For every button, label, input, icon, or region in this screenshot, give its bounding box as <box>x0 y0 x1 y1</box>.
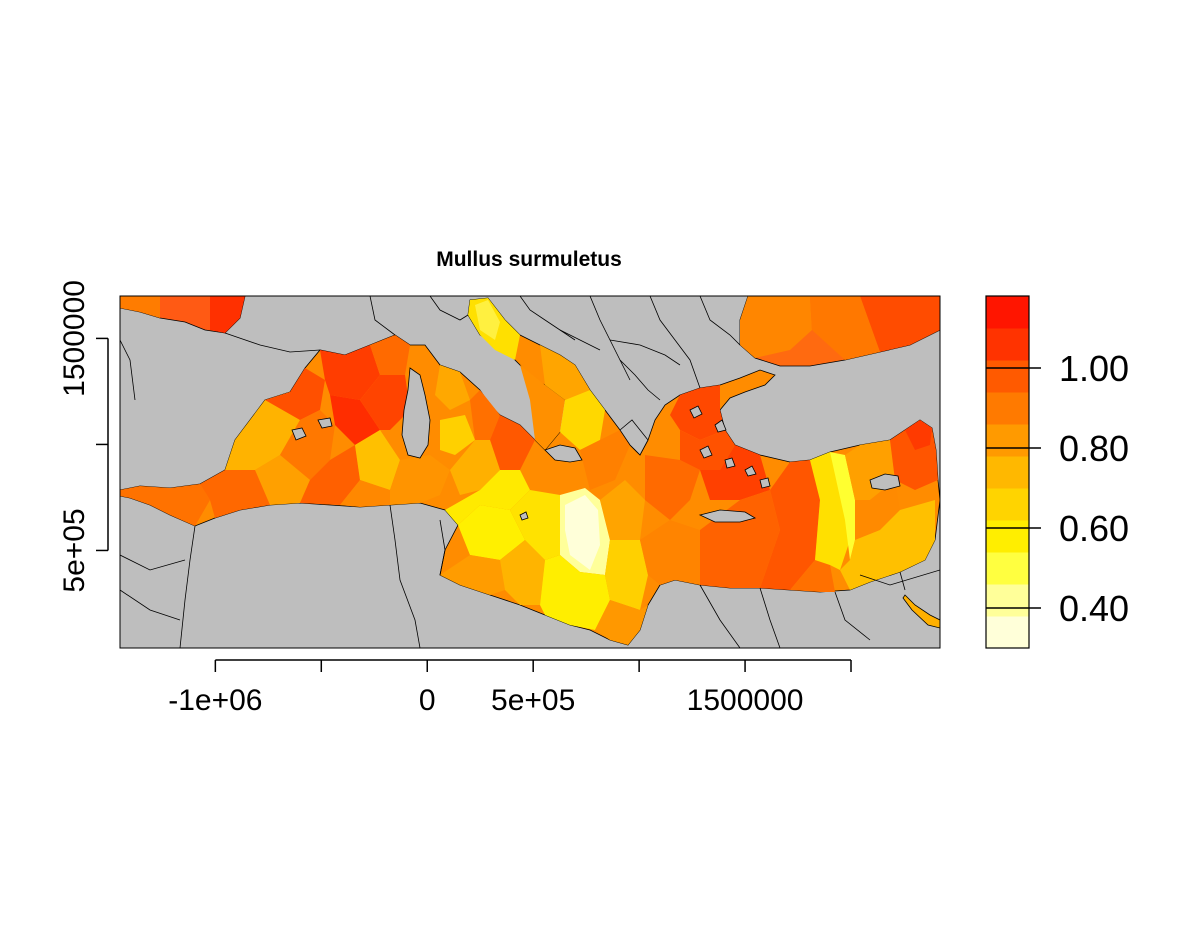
x-tick-label: 5e+05 <box>491 684 575 717</box>
balearic-2 <box>317 417 333 429</box>
cyprus <box>869 473 901 491</box>
y-axis: 5e+05 1500000 <box>58 280 109 593</box>
x-tick-label: 1500000 <box>687 684 804 717</box>
y-tick-label: 1500000 <box>58 280 91 397</box>
corsica-sardinia <box>401 367 431 459</box>
legend-tick-label: 1.00 <box>1059 348 1129 389</box>
sicily <box>544 444 583 463</box>
aegean-islands <box>689 405 771 489</box>
legend-swatch <box>986 296 1029 329</box>
peninsula-south <box>619 419 649 456</box>
y-tick-label: 5e+05 <box>58 508 91 592</box>
sea-red <box>902 594 940 629</box>
legend-swatch <box>986 360 1029 393</box>
islands <box>291 367 901 523</box>
legend-swatch <box>986 584 1029 617</box>
legend-swatch <box>986 456 1029 489</box>
patches <box>120 296 940 645</box>
country-borders <box>120 296 940 648</box>
legend-swatch <box>986 616 1029 649</box>
legend-tick-label: 0.40 <box>1059 588 1129 629</box>
legend-swatch <box>986 488 1029 521</box>
legend-tick-label: 0.60 <box>1059 508 1129 549</box>
map-title: Mullus surmuletus <box>436 248 622 271</box>
crete <box>698 509 757 523</box>
x-tick-label: 0 <box>419 684 436 717</box>
color-legend: 0.40 0.60 0.80 1.00 <box>985 295 1129 649</box>
legend-swatch <box>986 520 1029 553</box>
legend-frame <box>985 295 1030 649</box>
legend-swatch <box>986 328 1029 361</box>
map-panel <box>120 296 940 648</box>
x-tick-label: -1e+06 <box>168 684 262 717</box>
legend-swatch <box>986 424 1029 457</box>
legend-tick-label: 0.80 <box>1059 428 1129 469</box>
legend-swatch <box>986 552 1029 585</box>
balearic <box>291 427 307 441</box>
malta <box>519 511 529 521</box>
legend-swatch <box>986 392 1029 425</box>
x-axis: -1e+06 0 5e+05 1500000 <box>168 659 852 717</box>
map-frame <box>119 295 941 649</box>
